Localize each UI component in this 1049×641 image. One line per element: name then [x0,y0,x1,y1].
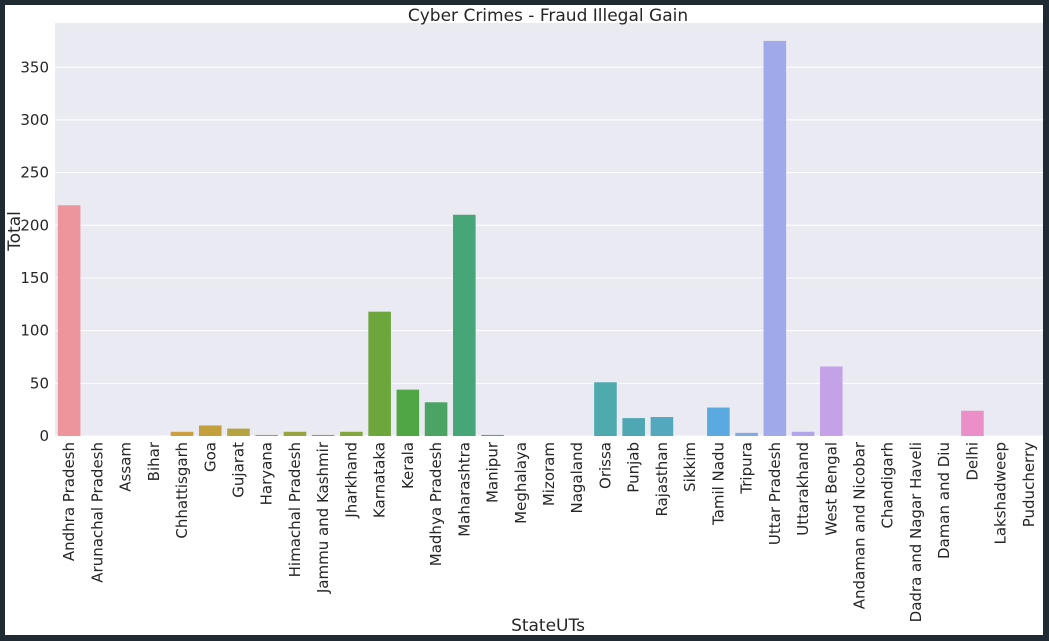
bar [819,366,843,436]
x-tick-label: Nagaland [568,442,586,514]
x-tick-label: West Bengal [822,442,840,536]
x-tick-label: Maharashtra [455,442,473,537]
bar [340,431,363,436]
bar [594,382,617,436]
x-tick-label: Andhra Pradesh [60,442,78,561]
plot-area [55,23,1043,436]
y-tick-label: 200 [20,216,49,234]
bar [170,431,194,436]
y-tick-label: 0 [39,427,49,445]
x-tick-label: Goa [201,442,219,472]
x-tick-label: Daman and Diu [935,442,953,559]
chart-title: Cyber Crimes - Fraud Illegal Gain [408,6,688,26]
y-tick-label: 100 [20,322,49,340]
x-tick-label: Uttar Pradesh [766,442,784,545]
bar [198,425,222,436]
x-tick-label: Manipur [484,441,502,503]
bar [735,432,758,436]
x-tick-label: Delhi [963,442,981,481]
y-tick-label: 350 [20,58,49,76]
x-tick-label: Gujarat [229,442,247,498]
x-tick-label: Haryana [258,442,276,505]
x-tick-label: Lakshadweep [992,442,1010,545]
bar [424,402,448,436]
bar [57,205,81,436]
x-tick-label: Meghalaya [512,442,530,524]
x-tick-label: Jammu and Kashmir [314,441,332,594]
x-tick-label: Himachal Pradesh [286,442,304,577]
x-tick-label: Madhya Pradesh [427,442,445,566]
x-tick-label: Dadra and Nagar Haveli [907,442,925,622]
bar [283,431,307,436]
x-tick-label: Karnataka [371,442,389,518]
bar [650,417,674,436]
y-tick-labels: 0 50 100 150 200 250 300 350 [20,58,49,445]
bar-chart: 0 50 100 150 200 250 300 350 Andhra Pradesh Arun… [5,6,1043,635]
gridlines [55,66,1043,437]
x-tick-label: Puducherry [1020,442,1038,527]
y-tick-label: 50 [30,374,49,392]
x-tick-label: Orissa [596,442,614,489]
x-tick-label: Kerala [399,442,417,489]
bar [368,311,391,436]
x-tick-label: Tamil Nadu [709,442,727,526]
bar [707,407,730,436]
bars [57,40,984,437]
bar [763,40,787,437]
x-tick-label: Bihar [145,441,163,481]
x-tick-labels: Andhra Pradesh Arunachal Pradesh Assam Biha… [60,441,1038,622]
x-tick-label: Assam [117,442,135,492]
bar [396,389,420,436]
x-tick-label: Uttarakhand [794,442,812,536]
chart-frame: 0 50 100 150 200 250 300 350 Andhra Pradesh Arun… [5,5,1043,635]
x-tick-label: Rajasthan [653,442,671,517]
y-tick-label: 300 [20,111,49,129]
x-tick-label: Jharkhand [342,442,360,519]
x-tick-label: Chandigarh [879,442,897,529]
x-tick-label: Mizoram [540,442,558,506]
bar [255,434,279,436]
x-tick-label: Sikkim [681,442,699,492]
bar [961,410,984,436]
bar [227,428,250,436]
y-tick-label: 150 [20,269,49,287]
x-tick-label: Andaman and Nicobar [851,441,869,609]
bar [311,434,335,436]
x-tick-label: Chhattisgarh [173,442,191,539]
x-tick-label: Punjab [625,442,643,493]
bar [481,434,504,436]
y-axis-title: Total [5,211,25,252]
x-axis-title: StateUTs [511,616,585,635]
x-tick-label: Arunachal Pradesh [88,442,106,583]
y-tick-label: 250 [20,164,49,182]
bar [791,431,815,436]
bar [453,214,476,436]
x-tick-label: Tripura [738,442,756,495]
bar [622,418,645,436]
